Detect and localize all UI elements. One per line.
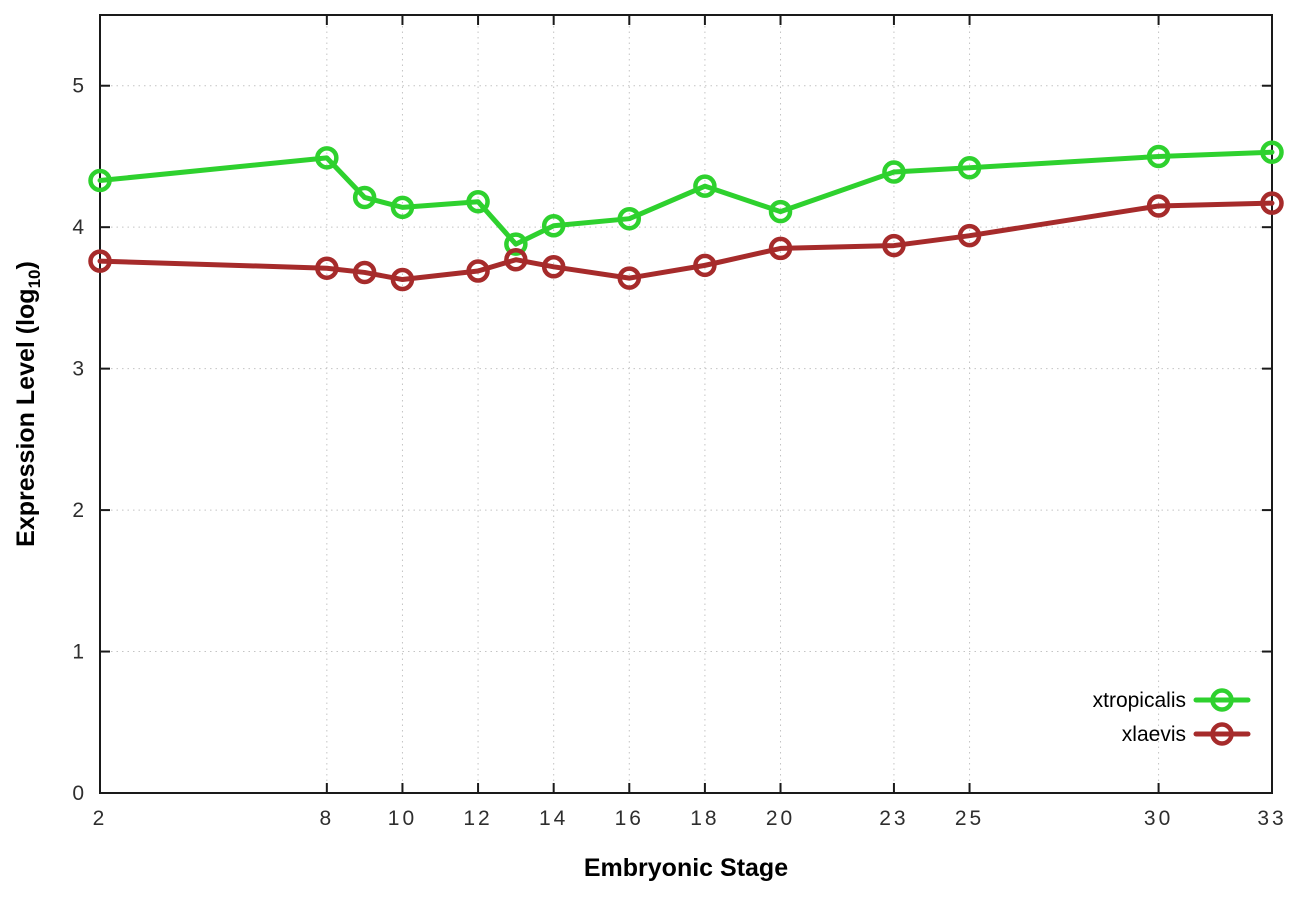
- y-axis-tick-label: 0: [72, 782, 87, 805]
- legend-marker-xtropicalis: [1210, 688, 1234, 712]
- series-xlaevis-marker: [88, 249, 112, 273]
- legend-label-xtropicalis: xtropicalis: [1093, 689, 1186, 712]
- series-xlaevis-marker: [957, 223, 982, 248]
- series-xlaevis-marker: [352, 260, 377, 285]
- y-axis-title: Expression Level (log10): [12, 261, 44, 547]
- legend-label-xlaevis: xlaevis: [1122, 723, 1186, 746]
- series-xtropicalis-marker: [617, 206, 642, 231]
- series-xlaevis-marker: [541, 255, 566, 279]
- x-axis-tick-label: 14: [539, 807, 568, 830]
- series-xtropicalis-marker: [541, 214, 566, 238]
- series-xlaevis-marker: [390, 267, 415, 292]
- series-xtropicalis-marker: [315, 146, 339, 170]
- series-xtropicalis-line: [97, 149, 1275, 247]
- x-axis-tick-label: 25: [955, 807, 984, 830]
- x-axis-title: Embryonic Stage: [584, 854, 788, 882]
- legend-marker-xlaevis: [1210, 722, 1234, 746]
- y-axis-tick-label: 1: [72, 641, 87, 664]
- series-xtropicalis-marker: [957, 156, 982, 180]
- series-xlaevis-marker: [504, 247, 528, 272]
- series-xtropicalis-marker: [1146, 144, 1171, 169]
- y-axis-tick-label: 5: [72, 75, 87, 98]
- plot-border: [99, 14, 1273, 794]
- series-xlaevis-line: [97, 200, 1275, 283]
- x-axis-tick-label: 30: [1144, 807, 1173, 830]
- x-axis-tick-label: 12: [463, 807, 492, 830]
- x-axis-tick-label: 33: [1257, 807, 1286, 830]
- series-xlaevis-marker: [882, 233, 906, 258]
- series-xlaevis-marker: [1146, 194, 1171, 218]
- series-xlaevis-marker: [466, 259, 490, 283]
- series-xtropicalis-marker: [882, 160, 906, 184]
- series-xlaevis-marker: [768, 236, 793, 261]
- series-xtropicalis-marker: [466, 189, 490, 214]
- x-axis-tick-label: 18: [690, 807, 719, 830]
- x-axis-tick-label: 20: [766, 807, 795, 830]
- x-axis-tick-label: 2: [93, 807, 108, 830]
- x-axis-tick-label: 16: [615, 807, 644, 830]
- x-axis-tick-label: 23: [879, 807, 908, 830]
- series-xlaevis-marker: [693, 253, 717, 278]
- series-xtropicalis-marker: [88, 168, 112, 193]
- y-axis-tick-label: 4: [72, 216, 87, 239]
- series-xtropicalis-marker: [352, 185, 377, 210]
- series-xtropicalis-marker: [768, 199, 793, 224]
- y-axis-tick-label: 3: [72, 358, 87, 381]
- series-xtropicalis-marker: [1260, 140, 1284, 164]
- y-axis-tick-label: 2: [72, 499, 87, 522]
- series-xlaevis-marker: [617, 266, 642, 290]
- series-xlaevis-marker: [315, 256, 339, 280]
- series-xlaevis-marker: [1260, 191, 1284, 215]
- series-xtropicalis-marker: [693, 174, 717, 198]
- series-xtropicalis-marker: [390, 195, 415, 220]
- series-xtropicalis-marker: [504, 232, 528, 256]
- x-axis-tick-label: 8: [319, 807, 334, 830]
- x-axis-tick-label: 10: [388, 807, 417, 830]
